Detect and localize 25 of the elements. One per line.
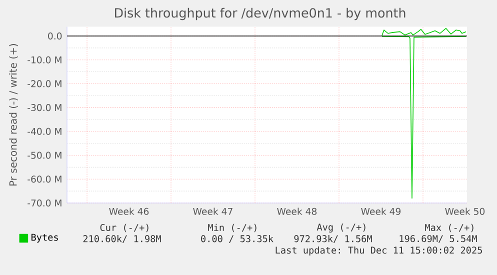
y-tick-label: 0.0	[48, 32, 62, 40]
text: 210.60k/ 1.98M	[83, 235, 161, 243]
y-tick-label: -20.0 M	[28, 80, 62, 88]
y-tick-label: -70.0 M	[28, 199, 62, 207]
x-tick-label: Week 49	[361, 208, 401, 215]
x-tick-label: Week 47	[193, 208, 232, 215]
legend-label: Bytes	[31, 234, 58, 243]
text: Min (-/+)	[208, 224, 256, 232]
y-tick-label: -40.0 M	[28, 128, 62, 135]
chart-title: Disk throughput for /dev/nvme0n1 - by month	[115, 8, 406, 20]
text: Cur (-/+)	[100, 224, 148, 232]
y-tick-label: -30.0 M	[28, 104, 62, 112]
y-tick-label: -10.0 M	[28, 56, 62, 64]
y-tick-label: -60.0 M	[28, 176, 62, 183]
y-tick-label: -50.0 M	[28, 152, 62, 159]
text: Max (-/+)	[425, 224, 474, 232]
text: 0.00 / 53.35k	[201, 235, 274, 243]
x-tick-label: Week 50	[445, 208, 485, 215]
y-axis-title: Pr second read (-) / write (+)	[9, 44, 18, 186]
text: 972.93k/ 1.56M	[294, 235, 372, 243]
text: 196.69M/ 5.54M	[400, 235, 477, 243]
text: Last update: Thu Dec 11 15:00:02 2025	[276, 246, 482, 256]
x-tick-label: Week 48	[277, 208, 317, 215]
text: Avg (-/+)	[316, 223, 366, 233]
x-tick-label: Week 46	[109, 208, 149, 215]
